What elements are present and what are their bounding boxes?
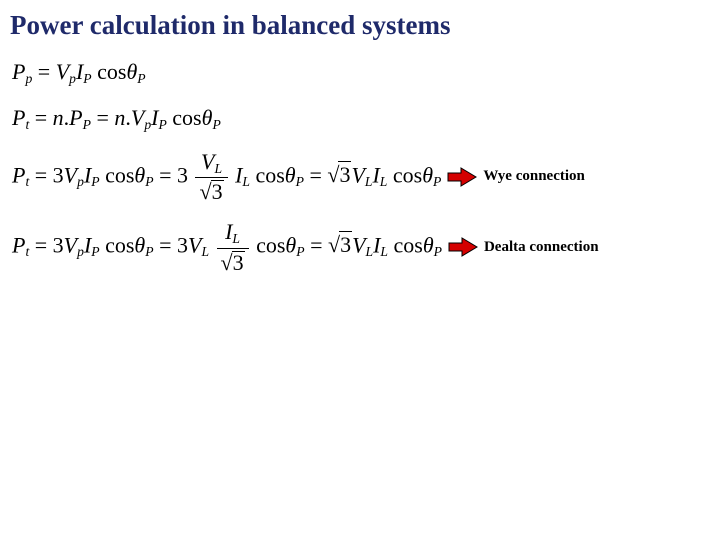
equation-list: Pp = VpIP cosθP Pt = n.PP = n.VpIP cosθP… [12,59,712,274]
equation-3: Pt = 3VpIP cosθP = 3 VL 3 IL cosθP = 3VL… [12,151,441,203]
slide: Power calculation in balanced systems Pp… [0,0,720,540]
delta-label-group: Dealta connection [448,236,599,258]
equation-row-4: Pt = 3VpIP cosθP = 3VL IL 3 cosθP = 3VLI… [12,221,712,273]
slide-title: Power calculation in balanced systems [10,10,712,41]
equation-4: Pt = 3VpIP cosθP = 3VL IL 3 cosθP = 3VLI… [12,221,442,273]
wye-label: Wye connection [483,168,585,185]
equation-row-3: Pt = 3VpIP cosθP = 3 VL 3 IL cosθP = 3VL… [12,151,712,203]
equation-row-2: Pt = n.PP = n.VpIP cosθP [12,105,712,133]
equation-2: Pt = n.PP = n.VpIP cosθP [12,105,221,133]
equation-1: Pp = VpIP cosθP [12,59,146,87]
wye-label-group: Wye connection [447,166,585,188]
arrow-icon [448,236,478,258]
arrow-icon [447,166,477,188]
delta-label: Dealta connection [484,239,599,256]
equation-row-1: Pp = VpIP cosθP [12,59,712,87]
